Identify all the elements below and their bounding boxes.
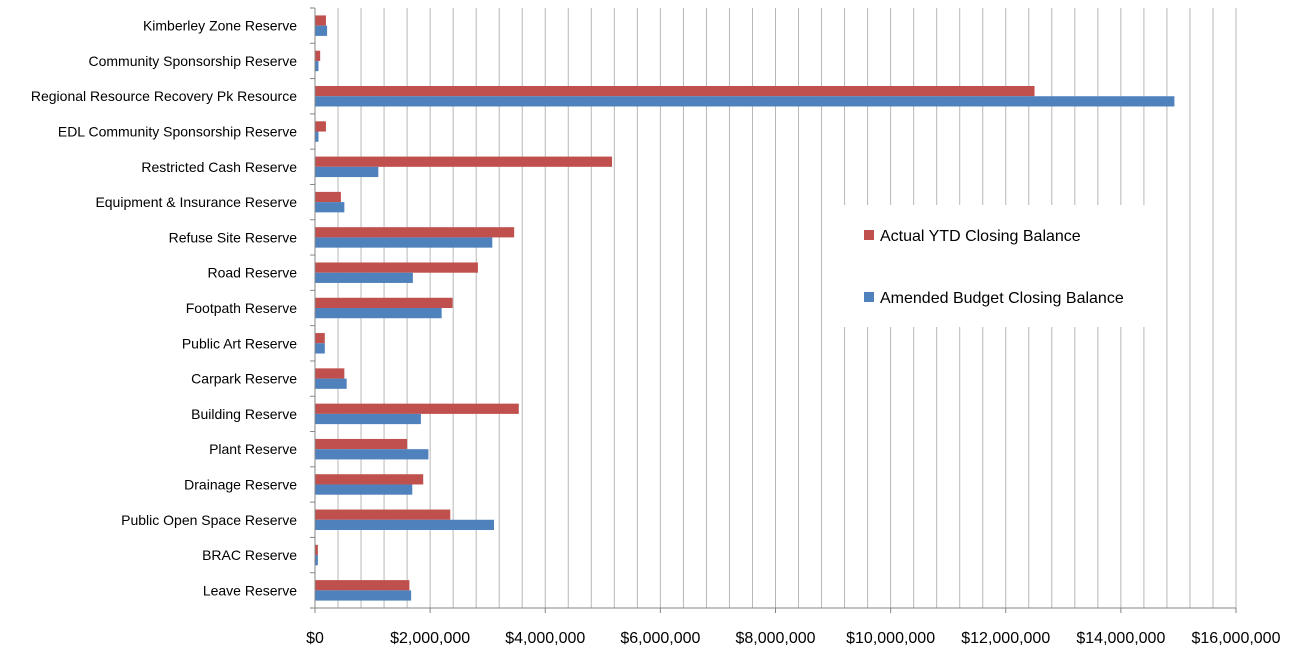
- legend-label-amended: Amended Budget Closing Balance: [880, 290, 1124, 307]
- bar-actual: [315, 86, 1035, 96]
- category-label: BRAC Reserve: [202, 547, 297, 563]
- legend-swatch-amended: [864, 292, 874, 302]
- bar-actual: [315, 439, 407, 449]
- legend-label-actual: Actual YTD Closing Balance: [880, 228, 1081, 245]
- bar-actual: [315, 157, 612, 167]
- bar-amended: [315, 61, 318, 71]
- category-label: Public Open Space Reserve: [121, 512, 297, 528]
- bar-amended: [315, 343, 325, 353]
- bar-actual: [315, 15, 326, 25]
- bar-amended: [315, 237, 492, 247]
- category-label: Leave Reserve: [203, 582, 297, 598]
- x-tick-label: $10,000,000: [846, 630, 935, 647]
- bar-amended: [315, 167, 378, 177]
- legend-swatch-actual: [864, 230, 874, 240]
- category-label: Equipment & Insurance Reserve: [95, 194, 297, 210]
- bar-amended: [315, 96, 1174, 106]
- x-tick-label: $0: [306, 630, 324, 647]
- bar-actual: [315, 51, 320, 61]
- bar-amended: [315, 132, 318, 142]
- bar-actual: [315, 121, 326, 131]
- category-labels: Kimberley Zone Reserve Community Sponsors…: [31, 18, 297, 599]
- category-label: Drainage Reserve: [184, 476, 297, 492]
- bar-amended: [315, 414, 421, 424]
- category-label: Public Art Reserve: [182, 335, 297, 351]
- category-label: Footpath Reserve: [186, 300, 297, 316]
- x-tick-label: $6,000,000: [620, 630, 700, 647]
- x-tick-label: $8,000,000: [735, 630, 815, 647]
- x-tick-label: $14,000,000: [1076, 630, 1165, 647]
- bar-amended: [315, 26, 327, 36]
- bar-actual: [315, 298, 453, 308]
- bar-amended: [315, 273, 413, 283]
- bar-amended: [315, 449, 428, 459]
- x-tick-label: $12,000,000: [961, 630, 1050, 647]
- category-label: EDL Community Sponsorship Reserve: [58, 124, 297, 140]
- bar-actual: [315, 262, 478, 272]
- x-tick-label: $4,000,000: [505, 630, 585, 647]
- bar-actual: [315, 510, 450, 520]
- bar-amended: [315, 202, 344, 212]
- bar-actual: [315, 404, 519, 414]
- category-label: Restricted Cash Reserve: [141, 159, 297, 175]
- x-tick-label: $16,000,000: [1192, 630, 1281, 647]
- x-tick-labels: $0 $2,000,000 $4,000,000 $6,000,000 $8,000,0…: [306, 630, 1280, 647]
- bar-amended: [315, 520, 494, 530]
- bar-amended: [315, 308, 442, 318]
- category-label: Community Sponsorship Reserve: [88, 53, 297, 69]
- bar-amended: [315, 379, 347, 389]
- category-label: Road Reserve: [208, 265, 298, 281]
- legend: Actual YTD Closing Balance Amended Budge…: [843, 205, 1163, 327]
- category-label: Regional Resource Recovery Pk Resource: [31, 88, 297, 104]
- bar-actual: [315, 580, 409, 590]
- bar-amended: [315, 590, 411, 600]
- bar-amended: [315, 484, 412, 494]
- legend-background: [843, 205, 1163, 327]
- category-label: Refuse Site Reserve: [169, 229, 298, 245]
- category-label: Plant Reserve: [209, 441, 297, 457]
- category-label: Building Reserve: [191, 406, 297, 422]
- bar-actual: [315, 227, 514, 237]
- bar-actual: [315, 192, 341, 202]
- bar-actual: [315, 333, 325, 343]
- category-label: Carpark Reserve: [191, 371, 297, 387]
- bar-actual: [315, 368, 344, 378]
- bar-actual: [315, 474, 423, 484]
- category-label: Kimberley Zone Reserve: [143, 18, 297, 34]
- x-tick-label: $2,000,000: [390, 630, 470, 647]
